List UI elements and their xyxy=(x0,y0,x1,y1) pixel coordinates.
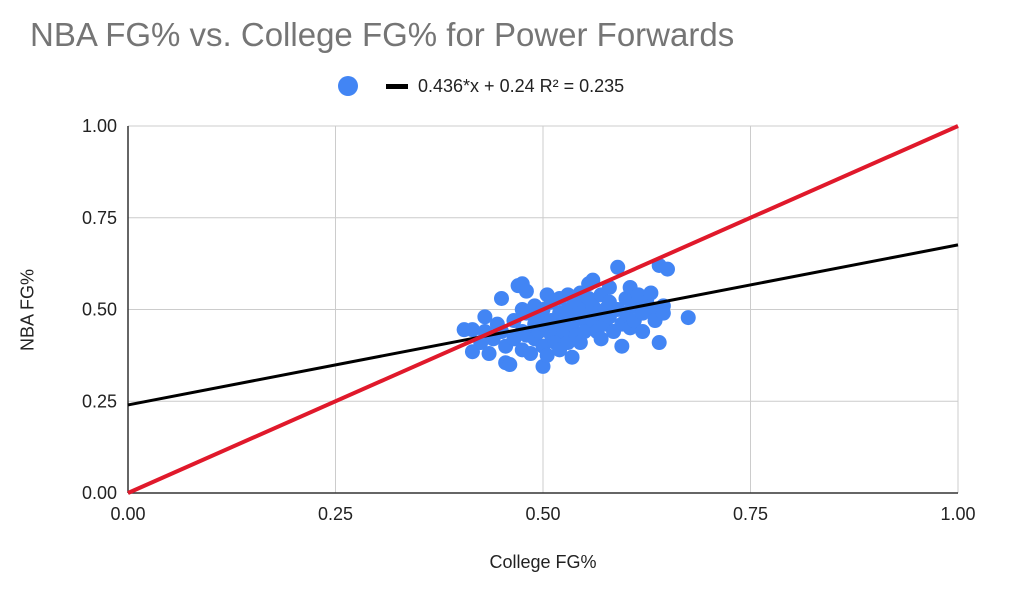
data-point xyxy=(651,335,667,351)
data-point xyxy=(577,324,592,340)
data-point xyxy=(564,349,580,365)
data-point xyxy=(643,285,659,301)
y-axis-label: NBA FG% xyxy=(17,268,38,352)
chart-title: NBA FG% vs. College FG% for Power Forwar… xyxy=(30,16,735,53)
data-point xyxy=(477,309,493,325)
x-tick-label: 0.75 xyxy=(733,504,768,524)
x-axis-label: College FG% xyxy=(489,552,597,572)
x-tick-label: 0.50 xyxy=(525,504,560,524)
data-point xyxy=(593,331,609,347)
y-tick-label: 0.00 xyxy=(82,483,117,503)
legend-points-swatch xyxy=(338,76,358,96)
legend-trendline-label: 0.436*x + 0.24 R² = 0.235 xyxy=(418,75,625,96)
y-tick-label: 0.75 xyxy=(82,208,117,228)
data-point xyxy=(610,259,626,275)
data-point xyxy=(464,322,480,338)
data-point xyxy=(539,347,555,363)
reference-line xyxy=(127,124,959,495)
data-point xyxy=(502,357,518,373)
y-tick-label: 0.50 xyxy=(82,300,117,320)
data-point xyxy=(614,338,630,354)
trendline xyxy=(127,243,959,407)
data-point xyxy=(680,310,696,326)
legend: 0.436*x + 0.24 R² = 0.235 xyxy=(338,72,624,100)
x-tick-label: 0.00 xyxy=(110,504,145,524)
legend-trendline-swatch xyxy=(386,83,408,89)
y-tick-label: 1.00 xyxy=(82,116,117,136)
y-tick-label: 0.25 xyxy=(82,391,117,411)
data-point xyxy=(494,290,509,306)
data-point xyxy=(481,346,497,362)
x-tick-label: 0.25 xyxy=(318,504,353,524)
data-point xyxy=(660,261,675,277)
x-tick-label: 1.00 xyxy=(940,504,975,524)
data-point xyxy=(523,346,539,362)
data-point xyxy=(635,324,651,340)
data-point xyxy=(518,283,534,299)
